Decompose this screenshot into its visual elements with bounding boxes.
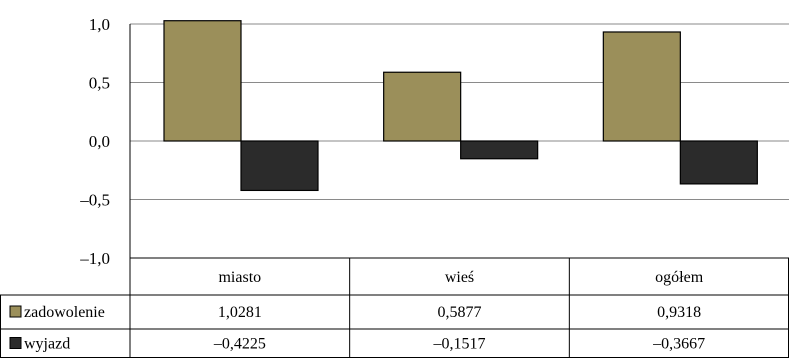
bar-zadowolenie xyxy=(163,20,242,142)
category-label: miasto xyxy=(218,269,261,286)
bar-zadowolenie xyxy=(383,71,462,142)
category-label: ogółem xyxy=(655,269,704,286)
data-table-value: –0,3667 xyxy=(652,336,705,353)
bar-wyjazd xyxy=(679,140,758,185)
legend-swatch-wyjazd xyxy=(9,337,22,349)
data-table-value: –0,4225 xyxy=(213,336,266,353)
y-tick-label: 1,0 xyxy=(89,15,110,34)
legend-label: zadowolenie xyxy=(24,304,105,321)
data-table-value: 1,0281 xyxy=(218,304,262,321)
y-tick-label: –1,0 xyxy=(79,249,110,268)
y-tick-label: –0,5 xyxy=(79,191,110,210)
data-table-value: 0,5877 xyxy=(438,304,482,321)
y-tick-label: 0,5 xyxy=(89,74,110,93)
category-label: wieś xyxy=(445,269,474,286)
data-table-value: –0,1517 xyxy=(433,336,486,353)
legend-swatch-zadowolenie xyxy=(9,305,22,318)
bar-zadowolenie xyxy=(602,31,681,142)
bar-wyjazd xyxy=(460,140,539,160)
bar-wyjazd xyxy=(240,140,319,192)
legend-label: wyjazd xyxy=(24,336,70,353)
data-table-value: 0,9318 xyxy=(657,304,701,321)
y-tick-label: 0,0 xyxy=(89,132,110,151)
